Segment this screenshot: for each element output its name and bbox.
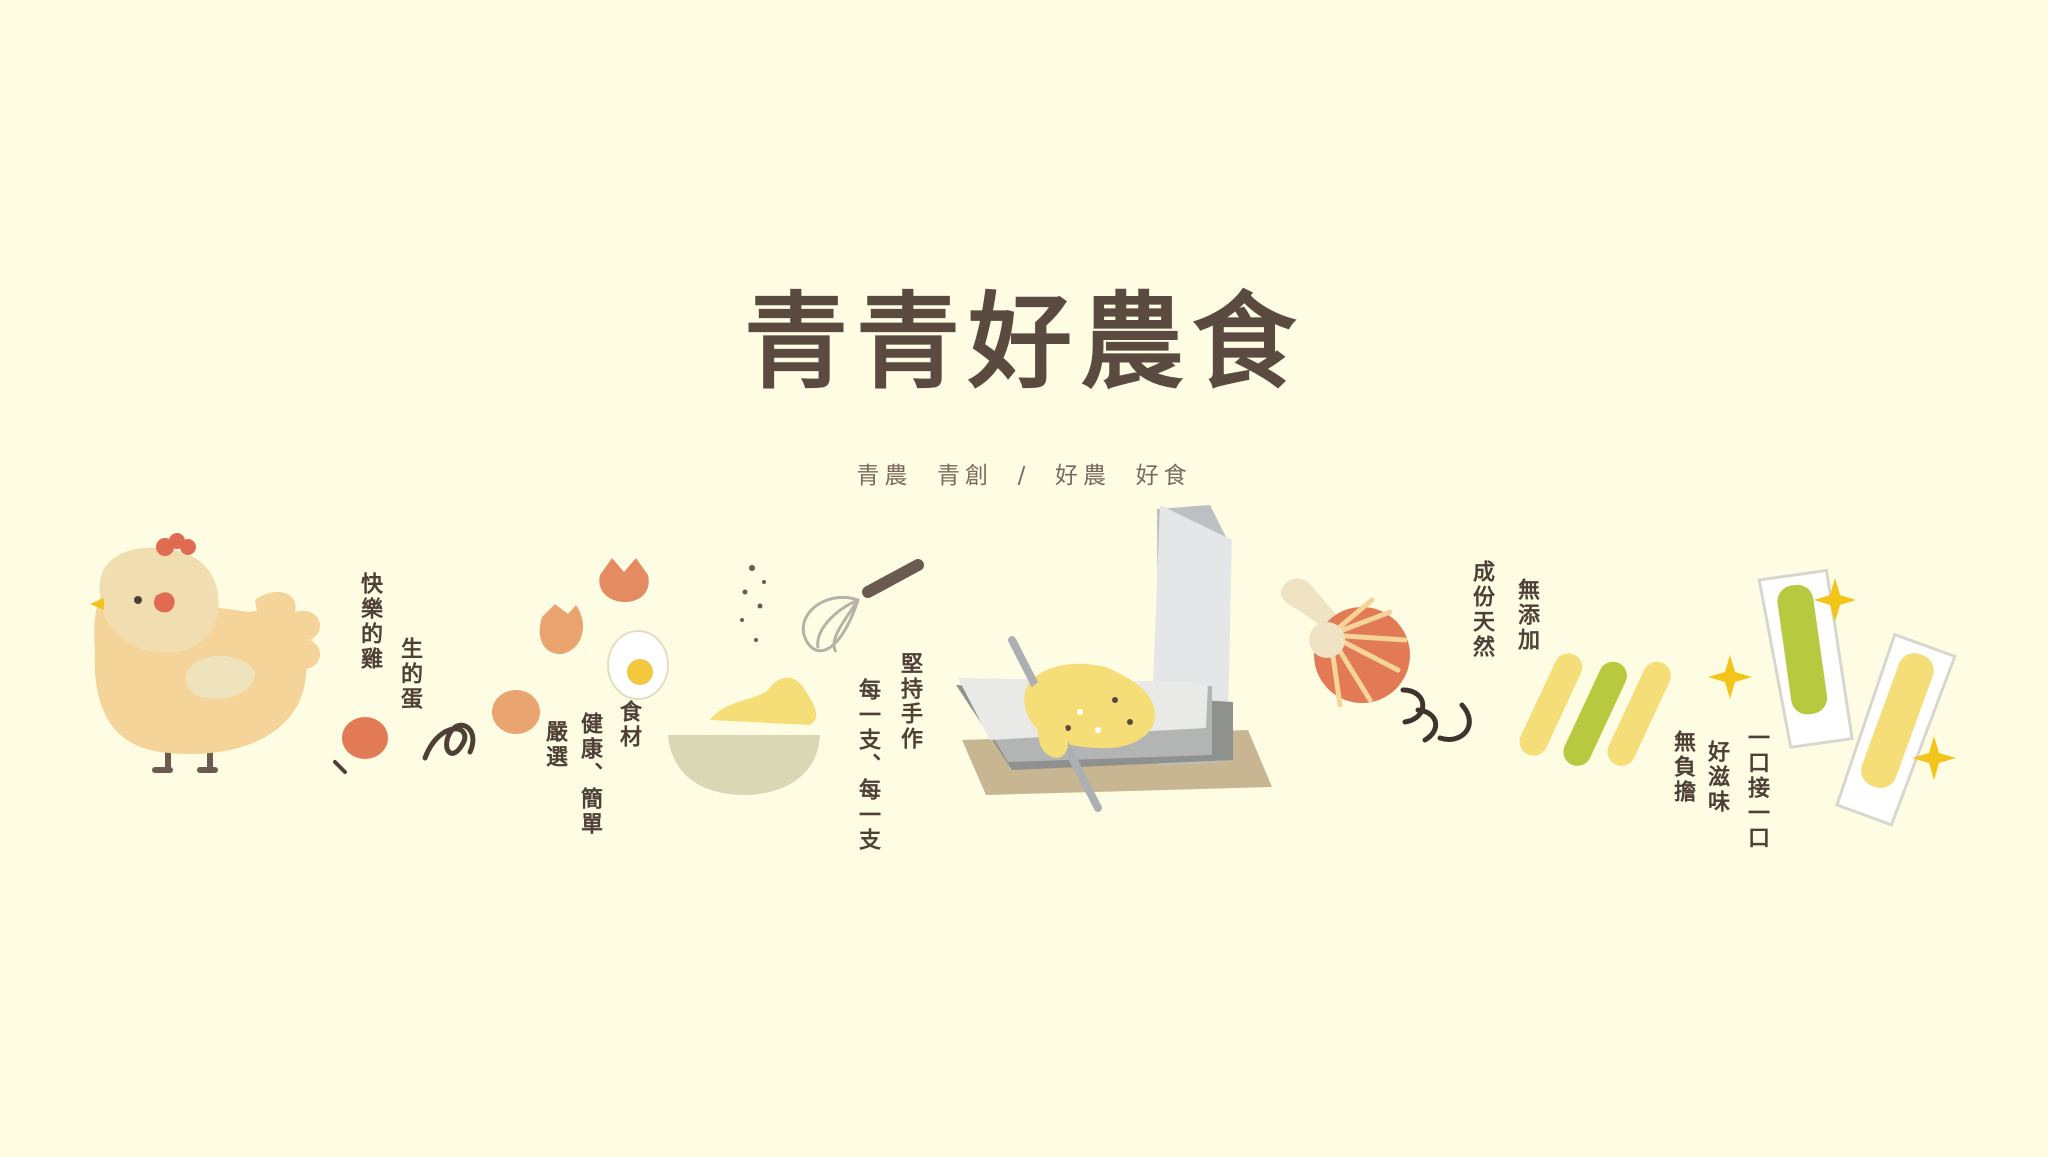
caption-laid-egg: 生的蛋 — [397, 637, 422, 712]
bowl-whisk-illustration — [668, 559, 924, 795]
caption-natural: 成份天然 — [1469, 560, 1494, 660]
brand-title: 青青好農食 — [743, 281, 1304, 403]
packaged-rolls-illustration — [1757, 568, 1957, 827]
caption-healthy-simple: 健康、簡單 — [577, 712, 602, 837]
caption-handmade: 堅持手作 — [897, 652, 922, 752]
waffle-press-illustration — [956, 505, 1272, 812]
sparkle-icon — [1708, 578, 1956, 780]
egg-illustration — [333, 690, 540, 774]
caption-good-taste: 好滋味 — [1704, 740, 1729, 815]
caption-bite-after-bite: 一口接一口 — [1744, 726, 1769, 851]
cracked-egg-illustration — [539, 558, 669, 700]
caption-ingredients: 食材 — [616, 700, 641, 750]
egg-rolls-illustration — [1519, 653, 1671, 766]
brand-subtitle: 青農 青創 / 好農 好食 — [856, 463, 1192, 489]
caption-each-one: 每一支、每一支 — [855, 678, 880, 853]
caption-no-additives: 無添加 — [1514, 578, 1539, 653]
caption-selected: 嚴選 — [542, 720, 567, 770]
chicken-illustration — [90, 533, 321, 773]
fan-illustration — [1280, 578, 1472, 743]
caption-happy-chicken: 快樂的雞 — [357, 572, 382, 672]
caption-no-burden: 無負擔 — [1670, 730, 1695, 805]
